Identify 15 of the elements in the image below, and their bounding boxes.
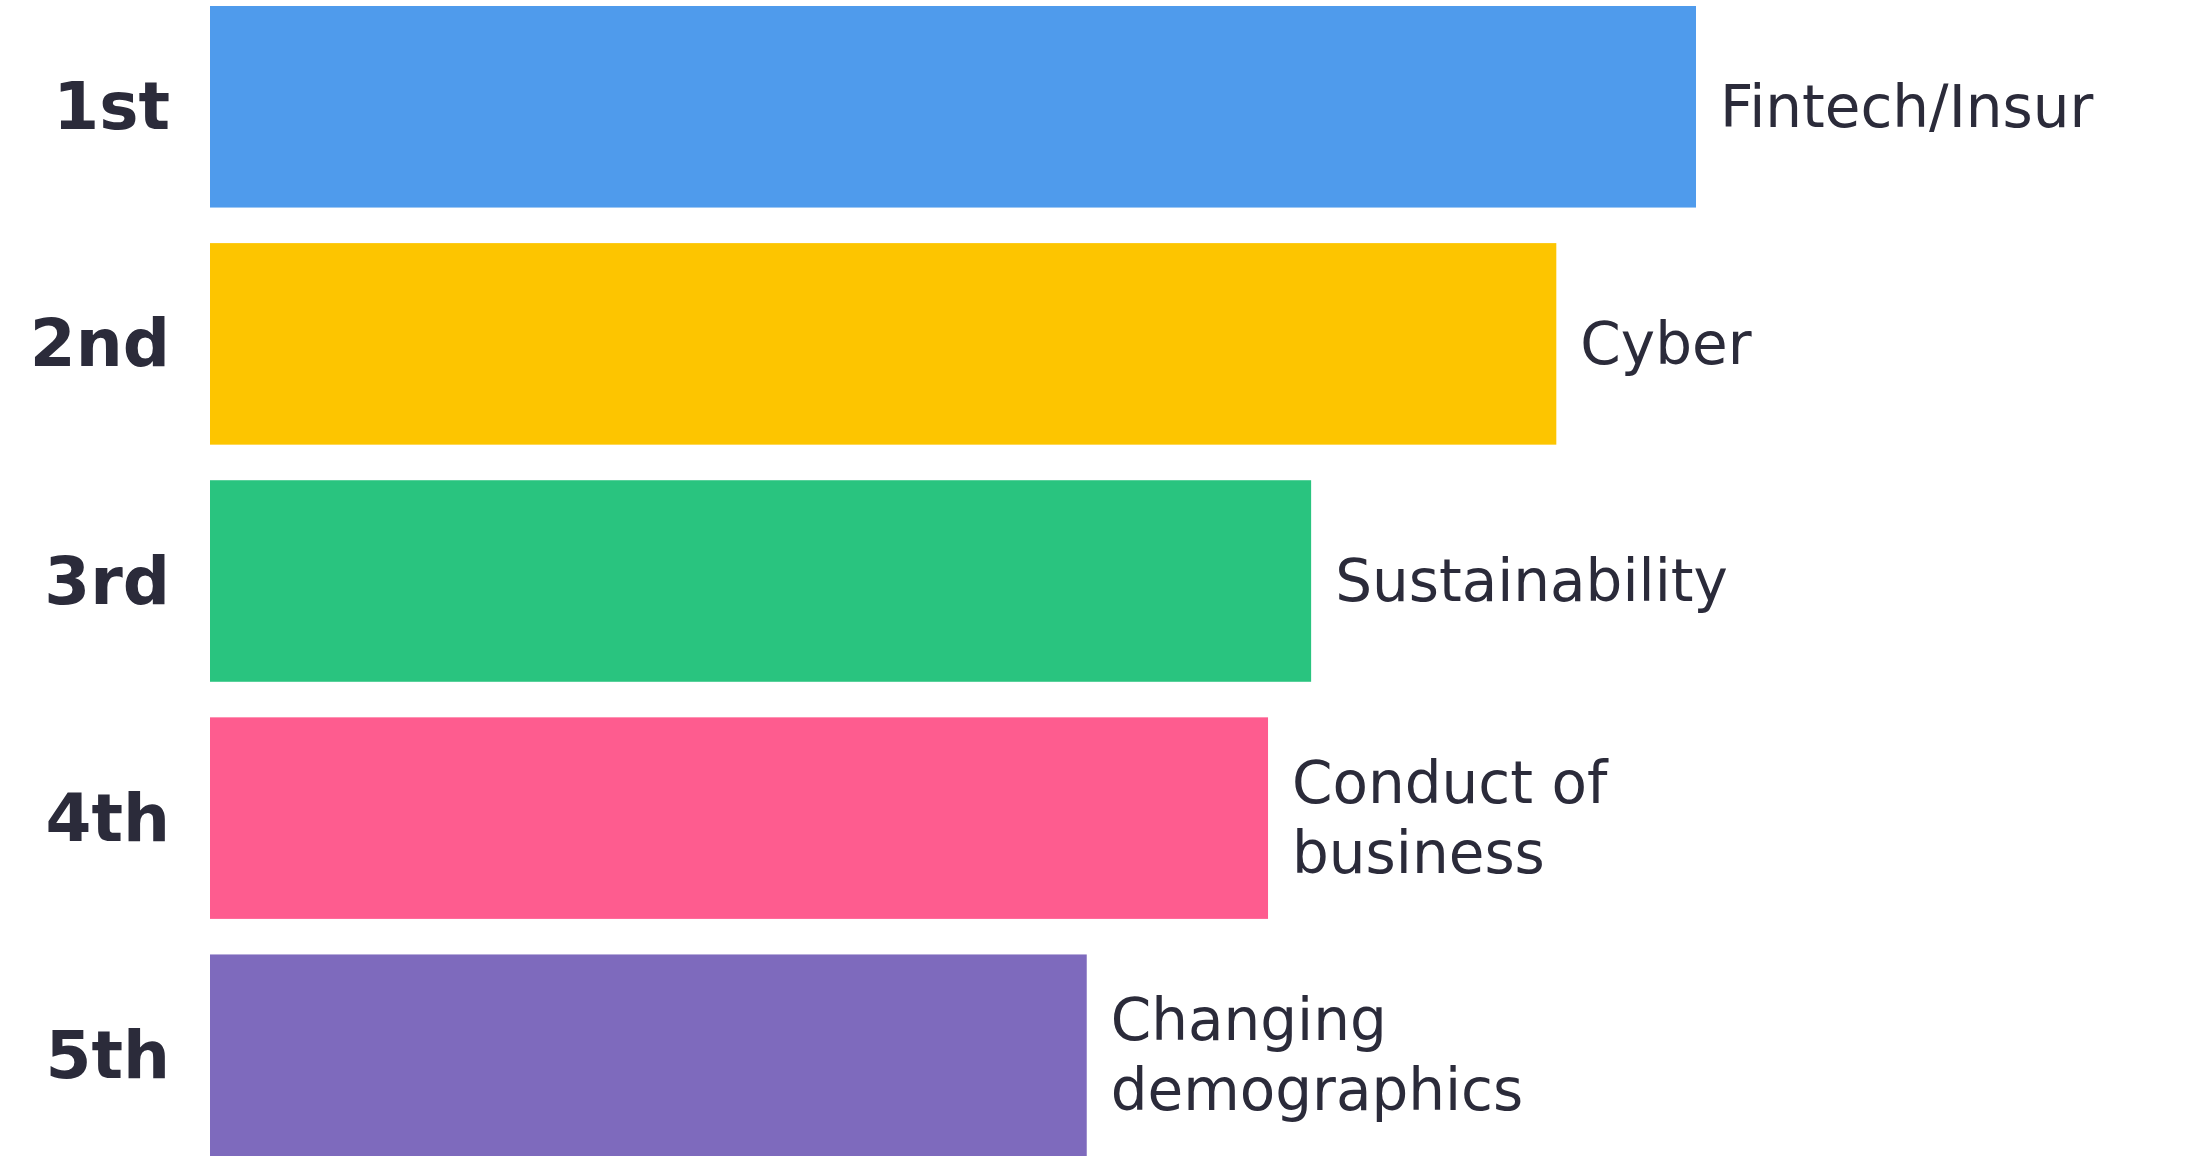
- annotation: Changing demographics: [1110, 986, 1524, 1125]
- bar: [210, 243, 1557, 445]
- bar: [210, 717, 1269, 919]
- bar: [210, 954, 1087, 1156]
- y-tick-label: 2nd: [29, 305, 170, 383]
- y-tick-label: 1st: [53, 68, 170, 146]
- annotation: Cyber: [1580, 309, 1752, 378]
- y-tick-label: 4th: [45, 779, 170, 857]
- annotation: Fintech/Insur: [1720, 72, 2094, 141]
- y-tick-label: 3rd: [44, 542, 170, 620]
- bar: [210, 6, 1696, 208]
- annotation: Conduct of business: [1292, 749, 1609, 888]
- bar: [210, 480, 1312, 682]
- annotation: Sustainability: [1335, 547, 1728, 615]
- y-tick-label: 5th: [45, 1016, 170, 1094]
